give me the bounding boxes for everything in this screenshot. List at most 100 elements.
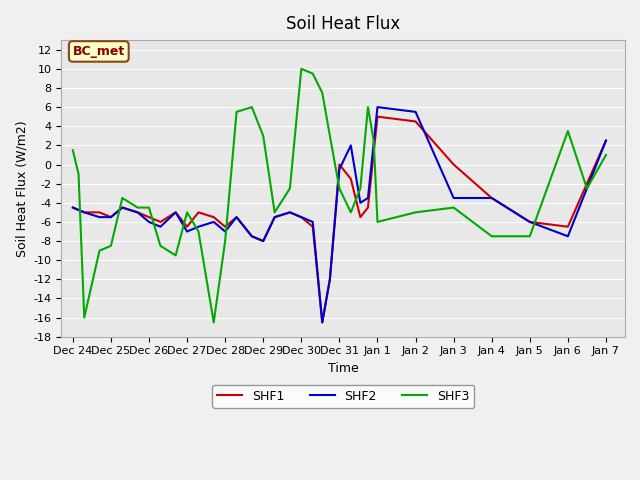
SHF1 — [81, 209, 88, 215]
SHF1 — [271, 214, 278, 220]
SHF2 — [309, 219, 317, 225]
SHF3 — [326, 133, 333, 139]
SHF2 — [326, 276, 333, 282]
SHF3 — [69, 147, 77, 153]
SHF2 — [356, 200, 364, 205]
SHF2 — [248, 233, 255, 239]
SHF2 — [118, 204, 126, 210]
SHF3 — [450, 204, 458, 210]
SHF1 — [118, 204, 126, 210]
SHF2 — [221, 228, 229, 234]
SHF1 — [195, 209, 202, 215]
SHF2 — [172, 209, 179, 215]
SHF3 — [602, 152, 610, 158]
SHF1 — [319, 320, 326, 325]
SHF3 — [347, 209, 355, 215]
SHF1 — [309, 224, 317, 229]
SHF1 — [602, 138, 610, 144]
Text: BC_met: BC_met — [73, 45, 125, 58]
SHF2 — [210, 219, 218, 225]
SHF1 — [364, 204, 372, 210]
SHF3 — [221, 238, 229, 244]
Line: SHF2: SHF2 — [73, 107, 606, 323]
SHF1 — [526, 219, 534, 225]
SHF1 — [326, 276, 333, 282]
SHF3 — [370, 138, 378, 144]
SHF2 — [259, 238, 267, 244]
SHF1 — [145, 214, 153, 220]
SHF2 — [69, 204, 77, 210]
SHF3 — [145, 204, 153, 210]
SHF1 — [248, 233, 255, 239]
X-axis label: Time: Time — [328, 362, 358, 375]
SHF2 — [95, 214, 103, 220]
SHF2 — [488, 195, 495, 201]
SHF1 — [347, 176, 355, 182]
SHF1 — [172, 209, 179, 215]
SHF3 — [488, 233, 495, 239]
SHF3 — [172, 252, 179, 258]
SHF2 — [286, 209, 294, 215]
SHF3 — [134, 204, 141, 210]
SHF1 — [157, 219, 164, 225]
SHF1 — [221, 224, 229, 229]
SHF1 — [412, 119, 419, 124]
SHF3 — [248, 104, 255, 110]
SHF2 — [319, 320, 326, 325]
SHF3 — [118, 195, 126, 201]
SHF3 — [183, 209, 191, 215]
SHF3 — [81, 315, 88, 321]
SHF3 — [95, 248, 103, 253]
SHF1 — [210, 214, 218, 220]
SHF3 — [210, 320, 218, 325]
SHF3 — [309, 71, 317, 76]
SHF3 — [356, 186, 364, 192]
SHF2 — [412, 109, 419, 115]
SHF3 — [335, 186, 343, 192]
SHF2 — [271, 214, 278, 220]
SHF3 — [374, 219, 381, 225]
SHF2 — [195, 224, 202, 229]
SHF1 — [134, 209, 141, 215]
SHF3 — [583, 186, 591, 192]
SHF2 — [298, 214, 305, 220]
SHF3 — [157, 243, 164, 249]
SHF2 — [526, 219, 534, 225]
SHF3 — [564, 128, 572, 134]
SHF2 — [347, 143, 355, 148]
SHF2 — [107, 214, 115, 220]
SHF2 — [374, 104, 381, 110]
SHF1 — [298, 214, 305, 220]
SHF1 — [450, 162, 458, 168]
SHF1 — [374, 114, 381, 120]
SHF1 — [95, 209, 103, 215]
SHF2 — [145, 219, 153, 225]
SHF1 — [259, 238, 267, 244]
SHF2 — [157, 224, 164, 229]
SHF3 — [364, 104, 372, 110]
SHF3 — [259, 133, 267, 139]
SHF3 — [107, 243, 115, 249]
SHF2 — [134, 209, 141, 215]
SHF1 — [335, 162, 343, 168]
SHF1 — [564, 224, 572, 229]
SHF2 — [564, 233, 572, 239]
SHF1 — [356, 214, 364, 220]
SHF3 — [286, 186, 294, 192]
Title: Soil Heat Flux: Soil Heat Flux — [286, 15, 401, 33]
SHF3 — [195, 228, 202, 234]
SHF1 — [233, 214, 241, 220]
Line: SHF1: SHF1 — [73, 117, 606, 323]
SHF2 — [183, 228, 191, 234]
SHF1 — [69, 204, 77, 210]
Legend: SHF1, SHF2, SHF3: SHF1, SHF2, SHF3 — [212, 384, 474, 408]
SHF3 — [233, 109, 241, 115]
SHF1 — [488, 195, 495, 201]
SHF3 — [271, 209, 278, 215]
Line: SHF3: SHF3 — [73, 69, 606, 323]
SHF3 — [75, 171, 83, 177]
SHF2 — [81, 209, 88, 215]
SHF3 — [298, 66, 305, 72]
SHF3 — [319, 90, 326, 96]
SHF3 — [526, 233, 534, 239]
